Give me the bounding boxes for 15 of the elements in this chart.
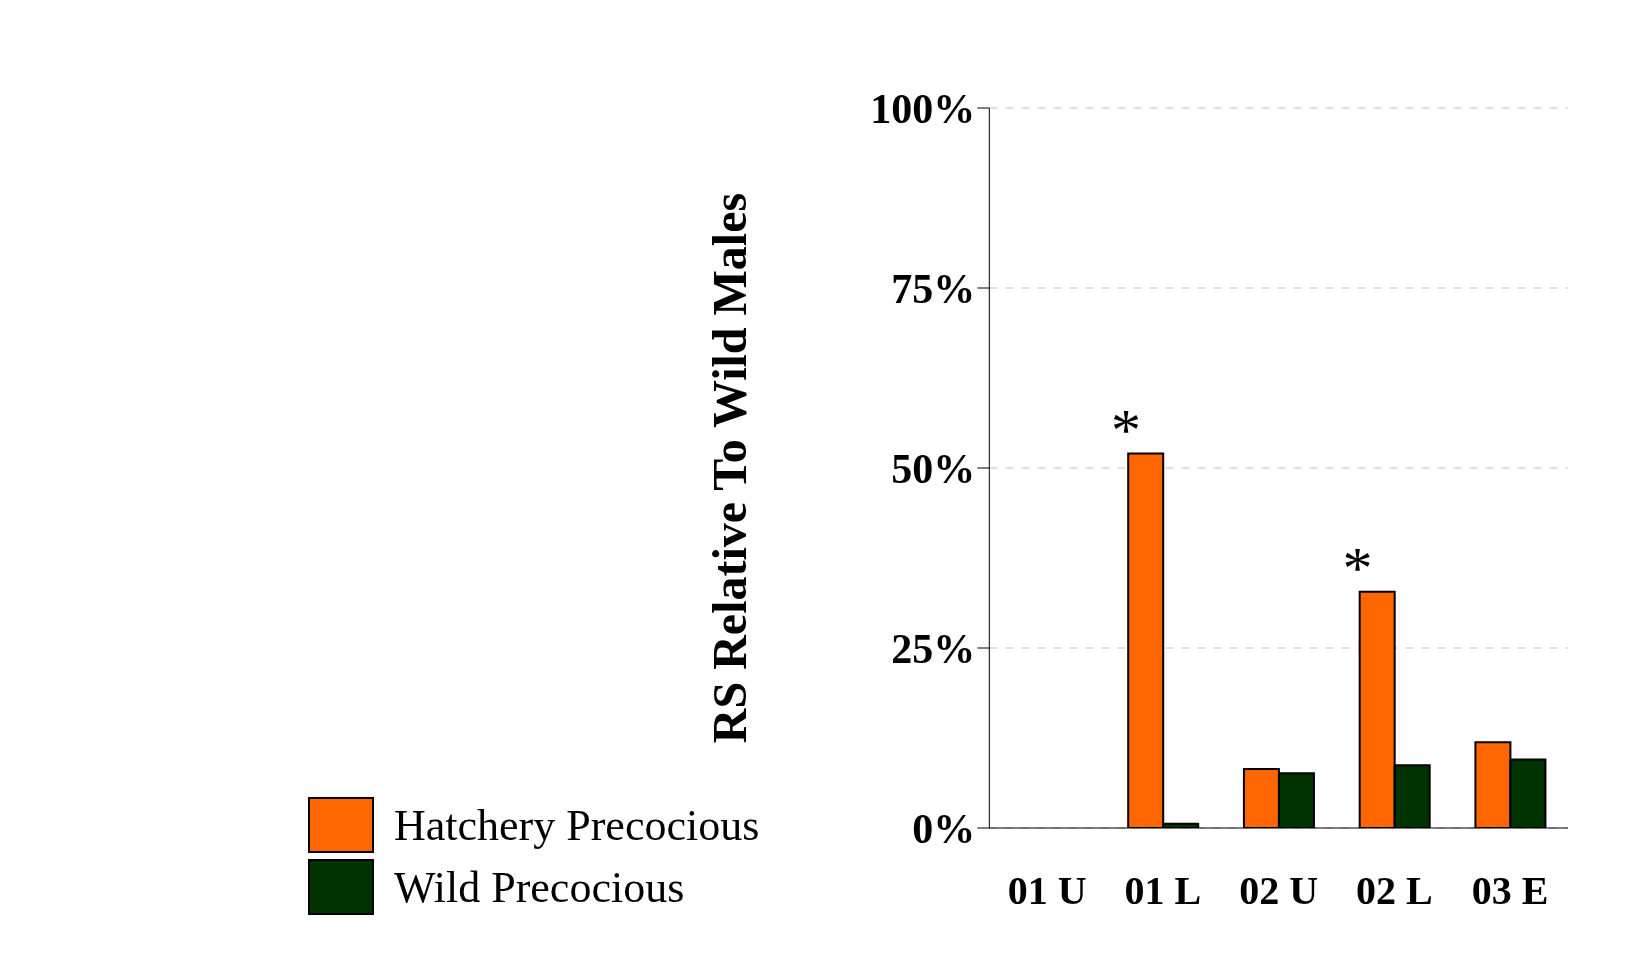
y-tick-label: 25%: [891, 625, 976, 672]
y-axis-title: RS Relative To Wild Males: [703, 192, 757, 744]
y-tick-label: 100%: [870, 85, 976, 132]
x-tick-label: 02 L: [1356, 868, 1433, 914]
annotation: *: [1110, 396, 1141, 463]
x-tick-label: 02 U: [1239, 868, 1319, 914]
x-tick-label: 03 E: [1471, 868, 1549, 914]
annotation: *: [1342, 534, 1373, 601]
legend-label: Wild Precocious: [394, 861, 685, 913]
y-tick-label: 50%: [891, 445, 976, 492]
x-tick-label: 01 U: [1007, 868, 1087, 914]
y-tick-label: 75%: [891, 265, 976, 312]
y-tick-label: 0%: [912, 805, 976, 852]
x-tick-label: 01 L: [1124, 868, 1202, 914]
legend-label: Hatchery Precocious: [394, 799, 760, 851]
